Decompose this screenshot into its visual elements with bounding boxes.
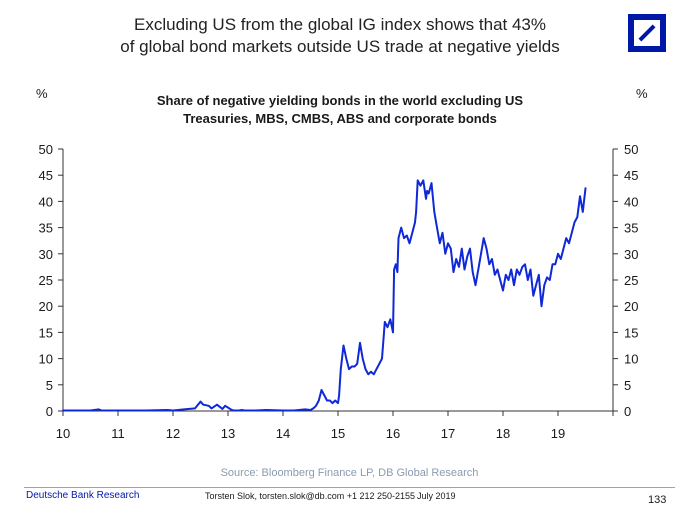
y-tick-label-left: 25: [39, 273, 53, 288]
x-tick-label: 18: [496, 426, 510, 441]
headline-line-1: Excluding US from the global IG index sh…: [134, 15, 546, 34]
footer-date: July 2019: [417, 491, 456, 501]
series-line-1: [62, 179, 587, 412]
footer-author: Torsten Slok, torsten.slok@db.com +1 212…: [205, 491, 416, 501]
y-tick-label-right: 15: [624, 325, 638, 340]
logo-frame: [634, 20, 660, 46]
y-tick-label-right: 45: [624, 168, 638, 183]
x-tick-label: 16: [386, 426, 400, 441]
y-tick-label-left: 40: [39, 194, 53, 209]
y-tick-label-left: 0: [46, 404, 53, 419]
y-tick-label-right: 50: [624, 142, 638, 157]
y-tick-label-right: 20: [624, 299, 638, 314]
deutsche-bank-logo: [628, 14, 666, 52]
y-tick-label-left: 5: [46, 378, 53, 393]
x-tick-label: 15: [331, 426, 345, 441]
y-tick-label-right: 10: [624, 352, 638, 367]
x-tick-label: 12: [166, 426, 180, 441]
footer-divider: [24, 487, 675, 488]
y-tick-label-left: 45: [39, 168, 53, 183]
source-note: Source: Bloomberg Finance LP, DB Global …: [220, 467, 479, 479]
chart-title-line-2: Treasuries, MBS, CMBS, ABS and corporate…: [183, 111, 497, 126]
y-tick-label-left: 10: [39, 352, 53, 367]
y-tick-label-right: 35: [624, 221, 638, 236]
headline-line-2: of global bond markets outside US trade …: [120, 37, 560, 56]
y-tick-label-left: 50: [39, 142, 53, 157]
page-number: 133: [648, 494, 667, 506]
y-tick-label-left: 30: [39, 247, 53, 262]
headline: Excluding US from the global IG index sh…: [60, 14, 620, 58]
x-tick-label: 19: [551, 426, 565, 441]
x-tick-label: 13: [221, 426, 235, 441]
y-axis-unit-right: %: [636, 86, 648, 101]
y-tick-label-left: 20: [39, 299, 53, 314]
footer-brand: Deutsche Bank Research: [26, 490, 140, 501]
y-axis-unit-left: %: [36, 86, 48, 101]
y-tick-label-right: 5: [624, 378, 631, 393]
y-tick-label-right: 25: [624, 273, 638, 288]
y-tick-label-right: 40: [624, 194, 638, 209]
x-tick-label: 14: [276, 426, 290, 441]
chart-title-line-1: Share of negative yielding bonds in the …: [156, 93, 524, 108]
x-tick-label: 17: [441, 426, 455, 441]
y-tick-label-left: 35: [39, 221, 53, 236]
x-tick-label: 10: [56, 426, 70, 441]
x-tick-label: 11: [111, 426, 125, 441]
y-tick-label-right: 0: [624, 404, 631, 419]
chart-title: Share of negative yielding bonds in the …: [110, 92, 570, 128]
y-tick-label-left: 15: [39, 325, 53, 340]
y-tick-label-right: 30: [624, 247, 638, 262]
